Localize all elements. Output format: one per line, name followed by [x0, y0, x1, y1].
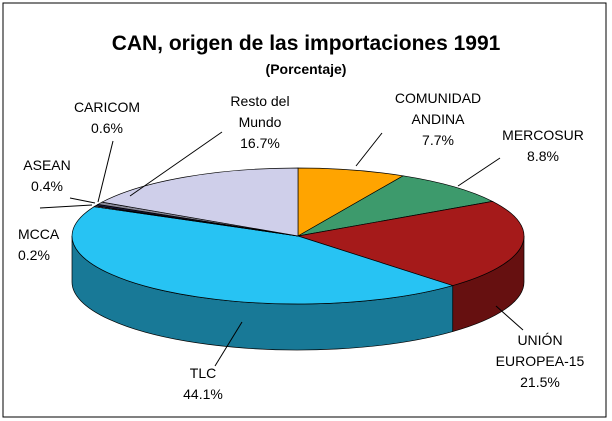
slice-label: COMUNIDAD ANDINA [395, 90, 481, 127]
pie-slice [100, 167, 299, 237]
leader-line [69, 197, 96, 204]
pie-slice [297, 167, 405, 237]
leader-line [129, 131, 223, 197]
pie-slice [71, 206, 454, 305]
slice-value-label: 0.2% [18, 247, 50, 263]
slice-label: ASEAN [23, 157, 70, 173]
pie-slice [297, 201, 525, 286]
leader-line [97, 140, 114, 203]
chart-title: CAN, origen de las importaciones 1991 [112, 32, 501, 55]
slice-label: MCCA [18, 226, 60, 242]
slice-value-label: 8.8% [527, 148, 559, 164]
slice-value-label: 21.5% [520, 374, 560, 390]
leader-line [355, 132, 383, 167]
leader-line [457, 157, 501, 187]
slice-label: Resto del Mundo [230, 93, 289, 130]
leader-line [214, 321, 243, 367]
slice-label: MERCOSUR [502, 127, 584, 143]
slice-label: UNIÓN EUROPEA-15 [496, 332, 585, 369]
slice-label: TLC [190, 365, 216, 381]
slice-value-label: 7.7% [422, 132, 454, 148]
chart-subtitle: (Porcentaje) [266, 61, 347, 77]
slice-value-label: 16.7% [240, 135, 280, 151]
leader-line [39, 204, 93, 209]
slice-value-label: 0.4% [31, 178, 63, 194]
leader-line [495, 305, 524, 331]
slice-label: CARICOM [74, 99, 140, 115]
slice-value-label: 0.6% [91, 120, 123, 136]
pie-slice [297, 175, 494, 237]
slice-value-label: 44.1% [183, 386, 223, 402]
